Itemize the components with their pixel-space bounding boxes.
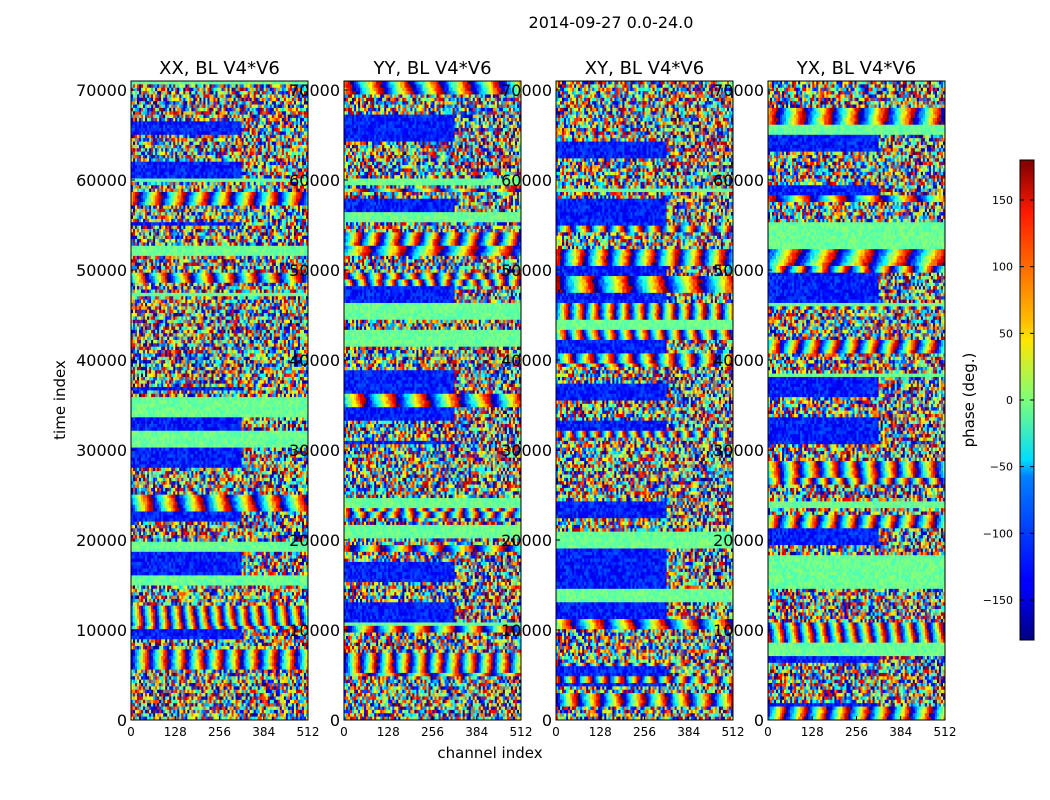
x-tick-label: 0	[127, 725, 135, 739]
panel-title: XX, BL V4*V6	[159, 58, 280, 79]
y-tick-label: 70000	[76, 81, 127, 100]
x-tick-label: 128	[589, 725, 612, 739]
y-tick-label: 30000	[76, 441, 127, 460]
panel-title: XY, BL V4*V6	[585, 58, 704, 79]
colorbar-tick-label: 150	[992, 194, 1013, 207]
y-tick-label: 30000	[289, 441, 340, 460]
x-tick-label: 384	[465, 725, 488, 739]
heatmap-image	[556, 81, 733, 720]
x-tick-label: 256	[208, 725, 231, 739]
x-tick-label: 384	[889, 725, 912, 739]
heatmap-image	[131, 81, 308, 720]
x-tick-label: 256	[633, 725, 656, 739]
panel-title: YX, BL V4*V6	[796, 58, 916, 79]
y-tick-label: 10000	[289, 621, 340, 640]
y-axis-label: time index	[51, 360, 69, 440]
colorbar-tick-label: 50	[999, 327, 1013, 340]
panel-3: XY, BL V4*V6 0 128 256 384 512 0 10000 20000 3000…	[501, 58, 744, 739]
panel-4: YX, BL V4*V6 0 128 256 384 512 0 10000 20000 3000…	[713, 58, 956, 739]
y-tick-label: 30000	[713, 441, 764, 460]
y-tick-label: 50000	[713, 261, 764, 280]
x-tick-label: 128	[377, 725, 400, 739]
y-tick-label: 20000	[289, 531, 340, 550]
y-tick-label: 0	[117, 711, 127, 730]
y-tick-label: 10000	[76, 621, 127, 640]
y-ticks: 0 10000 20000 30000 40000 50000 60000 70000	[76, 81, 135, 730]
x-axis-label: channel index	[437, 744, 542, 762]
y-tick-label: 60000	[289, 171, 340, 190]
colorbar-tick-label: −100	[983, 527, 1013, 540]
y-tick-label: 70000	[289, 81, 340, 100]
y-tick-label: 50000	[501, 261, 552, 280]
colorbar-label: phase (deg.)	[960, 353, 978, 448]
y-tick-label: 50000	[289, 261, 340, 280]
y-tick-label: 10000	[713, 621, 764, 640]
heatmap-image	[344, 81, 521, 720]
x-tick-label: 128	[801, 725, 824, 739]
colorbar-tick-label: 100	[992, 261, 1013, 274]
y-tick-label: 20000	[713, 531, 764, 550]
colorbar: −150 −100 −50 0 50 100 150 phase (deg.)	[960, 160, 1034, 640]
y-tick-label: 30000	[501, 441, 552, 460]
y-tick-label: 20000	[501, 531, 552, 550]
colorbar-tick-label: 0	[1006, 394, 1013, 407]
y-tick-label: 20000	[76, 531, 127, 550]
x-tick-label: 384	[252, 725, 275, 739]
y-tick-label: 60000	[501, 171, 552, 190]
colorbar-tick-label: −150	[983, 594, 1013, 607]
y-tick-label: 10000	[501, 621, 552, 640]
heatmap-panels: XX, BL V4*V6 0 128 256 384 512 0 10000 20000 3000…	[76, 58, 956, 739]
figure-title: 2014-09-27 0.0-24.0	[529, 13, 694, 32]
x-tick-label: 512	[722, 725, 745, 739]
y-tick-label: 40000	[501, 351, 552, 370]
y-tick-label: 40000	[289, 351, 340, 370]
panel-2: YY, BL V4*V6 0 128 256 384 512 0 10000 20000 3000…	[289, 58, 532, 739]
y-tick-label: 60000	[76, 171, 127, 190]
y-tick-label: 0	[542, 711, 552, 730]
x-tick-label: 384	[677, 725, 700, 739]
x-tick-label: 512	[297, 725, 320, 739]
y-tick-label: 70000	[501, 81, 552, 100]
x-tick-label: 0	[340, 725, 348, 739]
y-tick-label: 40000	[713, 351, 764, 370]
x-tick-label: 512	[510, 725, 533, 739]
x-tick-label: 0	[552, 725, 560, 739]
heatmap-image	[768, 81, 945, 720]
y-tick-label: 70000	[713, 81, 764, 100]
y-tick-label: 50000	[76, 261, 127, 280]
x-tick-label: 128	[164, 725, 187, 739]
y-tick-label: 0	[754, 711, 764, 730]
x-tick-label: 512	[934, 725, 957, 739]
x-tick-label: 256	[421, 725, 444, 739]
y-tick-label: 60000	[713, 171, 764, 190]
panel-1: XX, BL V4*V6 0 128 256 384 512 0 10000 20000 3000…	[76, 58, 319, 739]
colorbar-tick-label: −50	[990, 461, 1013, 474]
y-tick-label: 0	[330, 711, 340, 730]
y-tick-label: 40000	[76, 351, 127, 370]
panel-title: YY, BL V4*V6	[372, 58, 491, 79]
x-tick-label: 0	[764, 725, 772, 739]
x-tick-label: 256	[845, 725, 868, 739]
